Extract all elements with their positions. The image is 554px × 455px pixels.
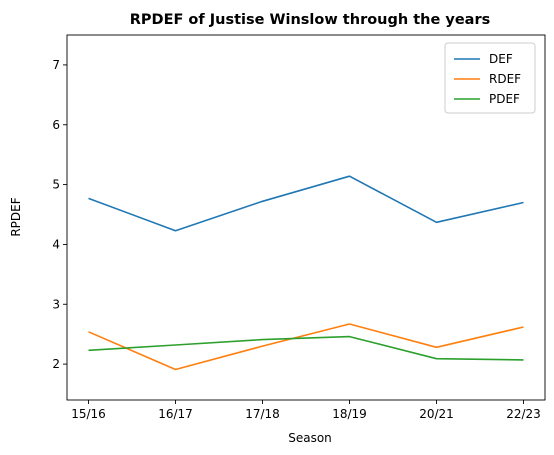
y-tick-label: 2 [52,357,60,371]
x-axis-label: Season [288,431,332,445]
legend-label-def: DEF [489,52,513,66]
legend-label-pdef: PDEF [489,92,520,106]
y-tick-label: 5 [52,178,60,192]
legend: DEF RDEF PDEF [444,42,536,114]
x-tick-label: 16/17 [158,407,193,421]
x-tick-label: 17/18 [245,407,280,421]
series-line-def [88,175,524,232]
y-tick-label: 6 [52,118,60,132]
series-line-pdef [88,335,524,361]
plot-area: 15/16 16/17 17/18 18/19 20/21 22/23 2 3 4 5 6 7 DEF R… [52,34,546,421]
plot-frame [66,34,546,401]
legend-label-rdef: RDEF [489,72,521,86]
y-tick-label: 4 [52,237,60,251]
legend-box [444,42,536,114]
y-axis-label: RPDEF [9,197,23,236]
chart-title: RPDEF of Justise Winslow through the yea… [130,12,491,28]
x-tick-label: 22/23 [506,407,541,421]
y-tick-label: 7 [52,58,60,72]
x-tick-label: 15/16 [71,407,106,421]
y-tick-label: 3 [52,297,60,311]
x-tick-label: 18/19 [332,407,367,421]
x-tick-label: 20/21 [419,407,454,421]
series-line-rdef [88,323,524,371]
